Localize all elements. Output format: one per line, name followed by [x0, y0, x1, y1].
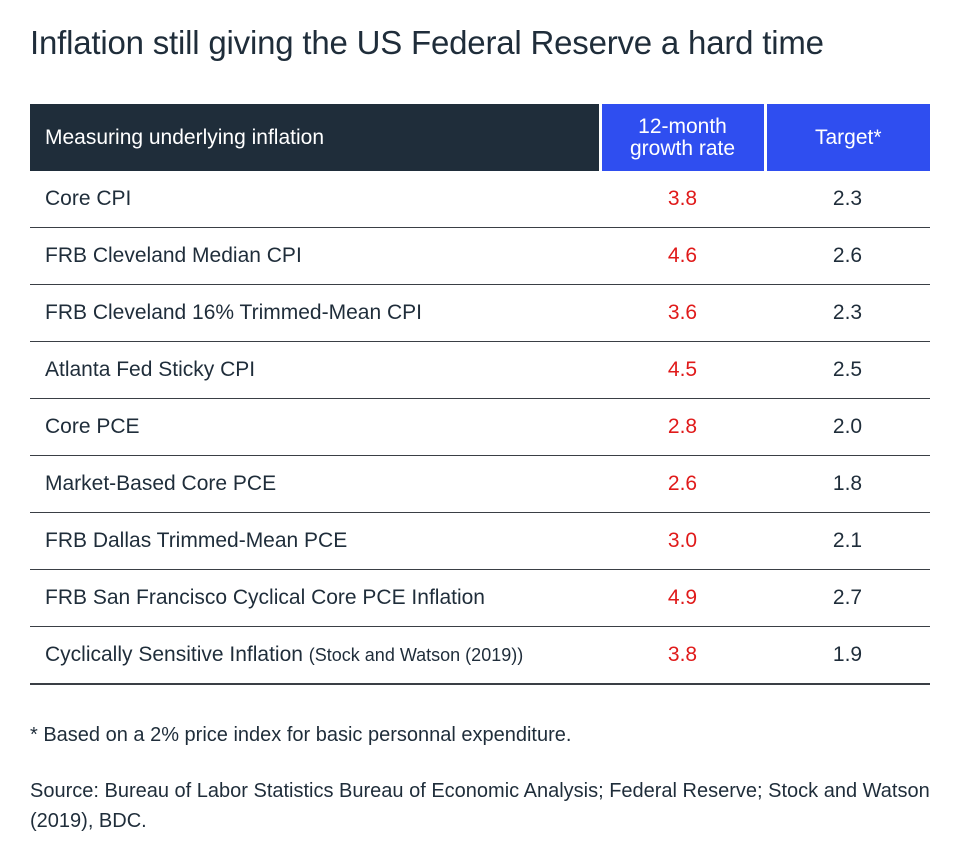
row-measure-label: Cyclically Sensitive Inflation: [45, 643, 303, 666]
table-row: Core CPI 3.8 2.3: [30, 171, 930, 228]
row-measure-name: FRB Cleveland Median CPI: [30, 227, 600, 285]
row-target-value: 2.3: [765, 171, 930, 228]
row-measure-label: FRB Cleveland 16% Trimmed-Mean CPI: [45, 301, 422, 324]
row-measure-label: Core PCE: [45, 415, 140, 438]
row-target-value: 2.3: [765, 284, 930, 342]
row-measure-name: Cyclically Sensitive Inflation (Stock an…: [30, 626, 600, 685]
row-target-value: 2.6: [765, 227, 930, 285]
chart-title: Inflation still giving the US Federal Re…: [30, 24, 824, 61]
row-measure-name: FRB Cleveland 16% Trimmed-Mean CPI: [30, 284, 600, 342]
table-row: Market-Based Core PCE 2.6 1.8: [30, 455, 930, 513]
table-row: FRB Cleveland Median CPI 4.6 2.6: [30, 227, 930, 285]
row-target-value: 2.0: [765, 398, 930, 456]
row-measure-label: Core CPI: [45, 187, 132, 210]
row-measure-sublabel: (Stock and Watson (2019)): [308, 645, 524, 665]
row-growth-rate-value: 2.6: [600, 455, 765, 513]
row-growth-rate-value: 4.6: [600, 227, 765, 285]
row-measure-name: FRB San Francisco Cyclical Core PCE Infl…: [30, 569, 600, 627]
table-row: FRB Cleveland 16% Trimmed-Mean CPI 3.6 2.3: [30, 284, 930, 342]
header-growth-rate: 12-month growth rate: [598, 104, 765, 171]
row-measure-name: Core CPI: [30, 171, 600, 228]
row-growth-rate-value: 3.0: [600, 512, 765, 570]
row-measure-label: FRB San Francisco Cyclical Core PCE Infl…: [45, 586, 485, 609]
row-measure-label: Market-Based Core PCE: [45, 472, 277, 495]
row-target-value: 1.9: [765, 626, 930, 685]
table-row: Atlanta Fed Sticky CPI 4.5 2.5: [30, 341, 930, 399]
row-measure-label: Atlanta Fed Sticky CPI: [45, 358, 256, 381]
table-body: Core CPI 3.8 2.3 FRB Cleveland Median CPI 4.…: [30, 171, 930, 685]
row-growth-rate-value: 3.8: [600, 171, 765, 228]
footnote: * Based on a 2% price index for basic pe…: [30, 724, 572, 746]
row-target-value: 2.1: [765, 512, 930, 570]
row-measure-name: FRB Dallas Trimmed-Mean PCE: [30, 512, 600, 570]
row-growth-rate-value: 3.6: [600, 284, 765, 342]
row-growth-rate-value: 4.5: [600, 341, 765, 399]
header-target: Target*: [763, 104, 930, 171]
row-target-value: 1.8: [765, 455, 930, 513]
row-measure-label: FRB Cleveland Median CPI: [45, 244, 302, 267]
header-growth-rate-line1: 12-month: [638, 114, 727, 138]
table-header: Measuring underlying inflation 12-month …: [30, 104, 930, 171]
table-row: Core PCE 2.8 2.0: [30, 398, 930, 456]
table-row: FRB Dallas Trimmed-Mean PCE 3.0 2.1: [30, 512, 930, 570]
header-measure: Measuring underlying inflation: [30, 104, 600, 171]
header-growth-rate-line2: growth rate: [629, 136, 736, 160]
table-row: Cyclically Sensitive Inflation (Stock an…: [30, 626, 930, 685]
inflation-table: Measuring underlying inflation 12-month …: [30, 104, 930, 685]
table-row: FRB San Francisco Cyclical Core PCE Infl…: [30, 569, 930, 627]
row-measure-name: Atlanta Fed Sticky CPI: [30, 341, 600, 399]
row-growth-rate-value: 4.9: [600, 569, 765, 627]
source-note: Source: Bureau of Labor Statistics Burea…: [30, 780, 930, 832]
row-measure-label: FRB Dallas Trimmed-Mean PCE: [45, 529, 348, 552]
row-measure-name: Market-Based Core PCE: [30, 455, 600, 513]
row-growth-rate-value: 2.8: [600, 398, 765, 456]
row-target-value: 2.7: [765, 569, 930, 627]
row-measure-name: Core PCE: [30, 398, 600, 456]
row-growth-rate-value: 3.8: [600, 626, 765, 685]
inflation-table-container: Measuring underlying inflation 12-month …: [30, 104, 930, 685]
header-row: Measuring underlying inflation 12-month …: [30, 104, 930, 171]
row-target-value: 2.5: [765, 341, 930, 399]
